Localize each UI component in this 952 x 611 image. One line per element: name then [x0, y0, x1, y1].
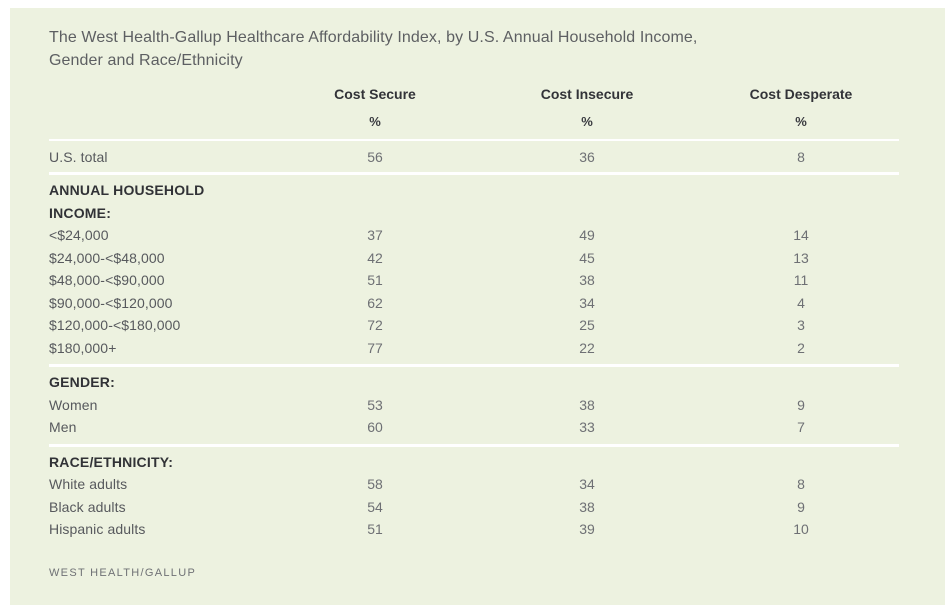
- table-row: $48,000-<$90,000 51 38 11: [49, 269, 899, 292]
- row-value: 45: [579, 249, 595, 266]
- section-header: GENDER:: [49, 374, 115, 390]
- header-divider: [49, 139, 899, 141]
- row-value: 54: [367, 498, 383, 515]
- row-value: 11: [793, 272, 809, 289]
- row-value: 7: [797, 419, 805, 436]
- section-header: INCOME:: [49, 204, 112, 221]
- chart-title-line2: Gender and Race/Ethnicity: [49, 52, 243, 69]
- chart-title-line1: The West Health-Gallup Healthcare Afford…: [49, 29, 698, 46]
- table-section: GENDER: Women 53 38 9 Men 60 33 7: [49, 364, 899, 444]
- table-row: $120,000-<$180,000 72 25 3: [49, 314, 899, 337]
- row-value: 51: [367, 521, 383, 538]
- row-value: 8: [797, 148, 805, 165]
- row-value: 39: [579, 521, 595, 538]
- section-header: RACE/ETHNICITY:: [49, 453, 174, 470]
- column-header-cost-secure: Cost Secure: [334, 86, 416, 102]
- row-value: 53: [367, 396, 383, 413]
- column-header-row: Cost Secure Cost Insecure Cost Desperate: [49, 84, 908, 104]
- row-value: 2: [797, 339, 805, 356]
- table-section: ANNUAL HOUSEHOLD INCOME: <$24,000 37 49 14 $24…: [49, 172, 899, 364]
- table-row: White adults 58 34 8: [49, 473, 899, 496]
- row-value: 42: [367, 249, 383, 266]
- table-row: Men 60 33 7: [49, 416, 899, 439]
- row-value: 22: [579, 339, 595, 356]
- table-row: Black adults 54 38 9: [49, 496, 899, 519]
- unit-row: % % %: [49, 113, 908, 131]
- row-value: 14: [793, 227, 809, 244]
- row-label: <$24,000: [49, 227, 109, 244]
- table-panel: The West Health-Gallup Healthcare Afford…: [10, 8, 945, 605]
- percent-symbol: %: [795, 114, 807, 129]
- row-value: 25: [579, 317, 595, 334]
- row-label: $180,000+: [49, 339, 117, 356]
- row-value: 3: [797, 317, 805, 334]
- row-label: $90,000-<$120,000: [49, 294, 173, 311]
- row-label: $48,000-<$90,000: [49, 272, 165, 289]
- row-value: 4: [797, 294, 805, 311]
- row-label: $120,000-<$180,000: [49, 317, 181, 334]
- row-value: 38: [579, 272, 595, 289]
- percent-symbol: %: [581, 114, 593, 129]
- row-label: Black adults: [49, 498, 126, 515]
- column-header-cost-insecure: Cost Insecure: [540, 86, 634, 102]
- row-value: 60: [367, 419, 383, 436]
- row-value: 62: [367, 294, 383, 311]
- row-value: 13: [793, 249, 809, 266]
- row-value: 9: [797, 498, 805, 515]
- panel-content: The West Health-Gallup Healthcare Afford…: [10, 8, 945, 579]
- percent-symbol: %: [369, 114, 381, 129]
- row-value: 37: [367, 227, 383, 244]
- row-value: 51: [367, 272, 383, 289]
- table-row: $90,000-<$120,000 62 34 4: [49, 292, 899, 315]
- table-row: Hispanic adults 51 39 10: [49, 518, 899, 541]
- row-value: 34: [579, 294, 595, 311]
- row-value: 33: [579, 419, 595, 436]
- chart-title: The West Health-Gallup Healthcare Afford…: [49, 26, 945, 72]
- row-label: Men: [49, 419, 77, 436]
- row-value: 72: [367, 317, 383, 334]
- row-value: 58: [367, 476, 383, 493]
- row-value: 56: [367, 148, 383, 165]
- row-value: 38: [579, 498, 595, 515]
- row-value: 8: [797, 476, 805, 493]
- section-header: ANNUAL HOUSEHOLD: [49, 182, 205, 198]
- affordability-table: Cost Secure Cost Insecure Cost Desperate…: [49, 84, 908, 546]
- table-row: $24,000-<$48,000 42 45 13: [49, 247, 899, 270]
- row-label: U.S. total: [49, 148, 108, 165]
- table-row: $180,000+ 77 22 2: [49, 337, 899, 360]
- row-value: 34: [579, 476, 595, 493]
- row-value: 77: [367, 339, 383, 356]
- row-value: 36: [579, 148, 595, 165]
- column-header-cost-desperate: Cost Desperate: [749, 86, 853, 102]
- source-attribution: WEST HEALTH/GALLUP: [49, 566, 197, 579]
- table-row: Women 53 38 9: [49, 394, 899, 417]
- row-value: 10: [793, 521, 809, 538]
- row-value: 49: [579, 227, 595, 244]
- row-value: 9: [797, 396, 805, 413]
- row-label: Hispanic adults: [49, 521, 146, 538]
- table-section: RACE/ETHNICITY: White adults 58 34 8 Black ad…: [49, 443, 899, 546]
- row-value: 38: [579, 396, 595, 413]
- table-sections: ANNUAL HOUSEHOLD INCOME: <$24,000 37 49 14 $24…: [49, 172, 908, 546]
- row-label: White adults: [49, 476, 128, 493]
- table-row: <$24,000 37 49 14: [49, 224, 899, 247]
- row-label: $24,000-<$48,000: [49, 249, 165, 266]
- table-row-us-total: U.S. total 56 36 8: [49, 141, 908, 172]
- row-label: Women: [49, 396, 98, 413]
